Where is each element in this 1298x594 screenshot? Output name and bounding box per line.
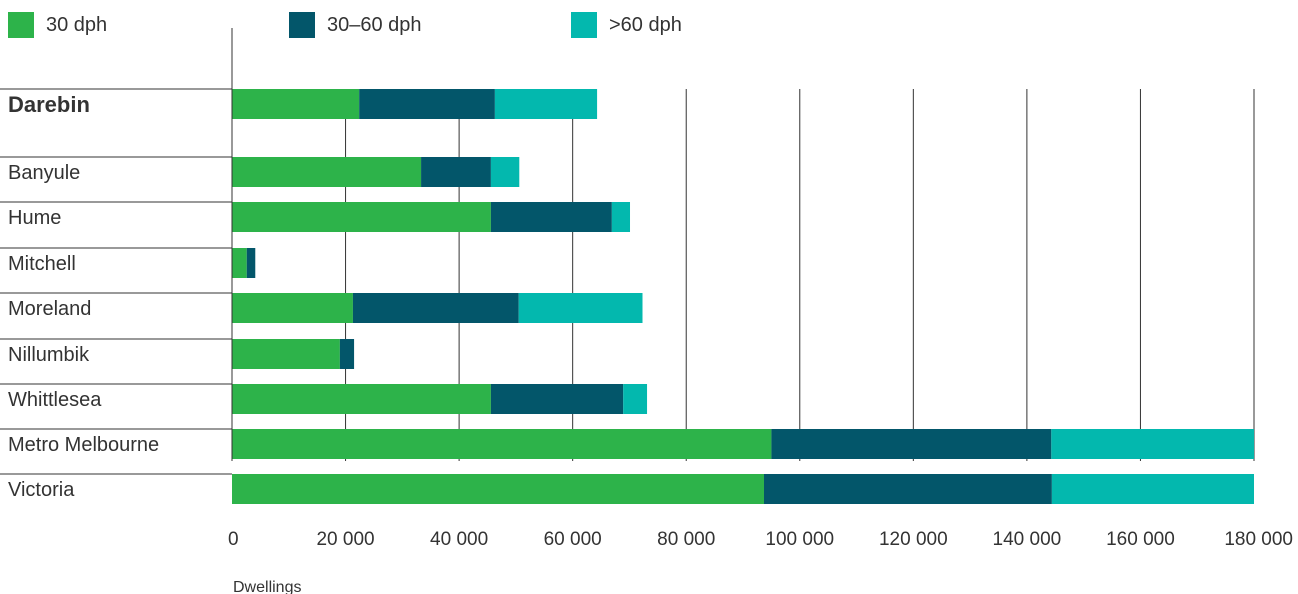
legend-label-60dph: >60 dph [609,13,682,36]
x-tick-label: 100 000 [765,529,834,550]
legend-item-30-60dph: 30–60 dph [289,12,422,38]
bar-segment [352,293,519,323]
bar-segment [232,248,247,278]
x-tick-label: 180 000 [1224,529,1293,550]
bar-segment [1051,474,1254,504]
x-tick-label: 40 000 [430,529,488,550]
chart-bars [232,89,1254,504]
bar-segment [232,474,765,504]
category-label: Whittlesea [8,389,102,411]
x-tick-label: 120 000 [879,529,948,550]
x-axis-title: Dwellings [233,579,301,594]
bar-segment [232,157,422,187]
legend-label-30dph: 30 dph [46,13,108,36]
legend-swatch-60dph [571,12,597,38]
legend-swatch-30-60dph [289,12,315,38]
x-tick-label: 80 000 [657,529,715,550]
bar-segment [494,89,598,119]
bar-segment [421,157,491,187]
bar-segment [232,339,340,369]
legend-swatch-30dph [8,12,34,38]
category-label: Darebin [8,92,90,117]
bar-segment [1051,429,1254,459]
bar-segment [232,429,772,459]
category-label: Hume [8,207,61,229]
category-label: Nillumbik [8,344,90,366]
x-tick-label: 160 000 [1106,529,1175,550]
category-separators [0,88,232,475]
x-tick-label: 140 000 [993,529,1062,550]
x-tick-label: 0 [228,529,239,550]
legend-label-30-60dph: 30–60 dph [327,13,422,36]
bar-segment [490,384,624,414]
x-tick-label: 20 000 [316,529,374,550]
bar-segment [764,474,1052,504]
bar-segment [359,89,495,119]
category-label: Metro Melbourne [8,434,159,456]
legend-item-60dph: >60 dph [571,12,682,38]
bar-segment [490,202,612,232]
x-tick-labels: 0 20 000 40 000 60 000 80 000 100 000 120 000 1… [228,529,1293,550]
bar-segment [232,384,491,414]
legend-item-30dph: 30 dph [8,12,107,38]
bar-segment [490,157,520,187]
category-label: Mitchell [8,253,76,275]
x-tick-label: 60 000 [544,529,602,550]
bar-segment [232,293,353,323]
bar-segment [246,248,256,278]
bar-segment [611,202,631,232]
bar-segment [518,293,643,323]
bar-segment [232,202,491,232]
category-label: Moreland [8,298,91,320]
bar-segment [771,429,1052,459]
bar-segment [232,89,360,119]
bar-segment [623,384,648,414]
category-label: Banyule [8,162,80,184]
category-labels: Darebin Banyule Hume Mitchell Moreland Nillum… [8,92,159,501]
bar-segment [339,339,355,369]
category-label: Victoria [8,479,75,501]
